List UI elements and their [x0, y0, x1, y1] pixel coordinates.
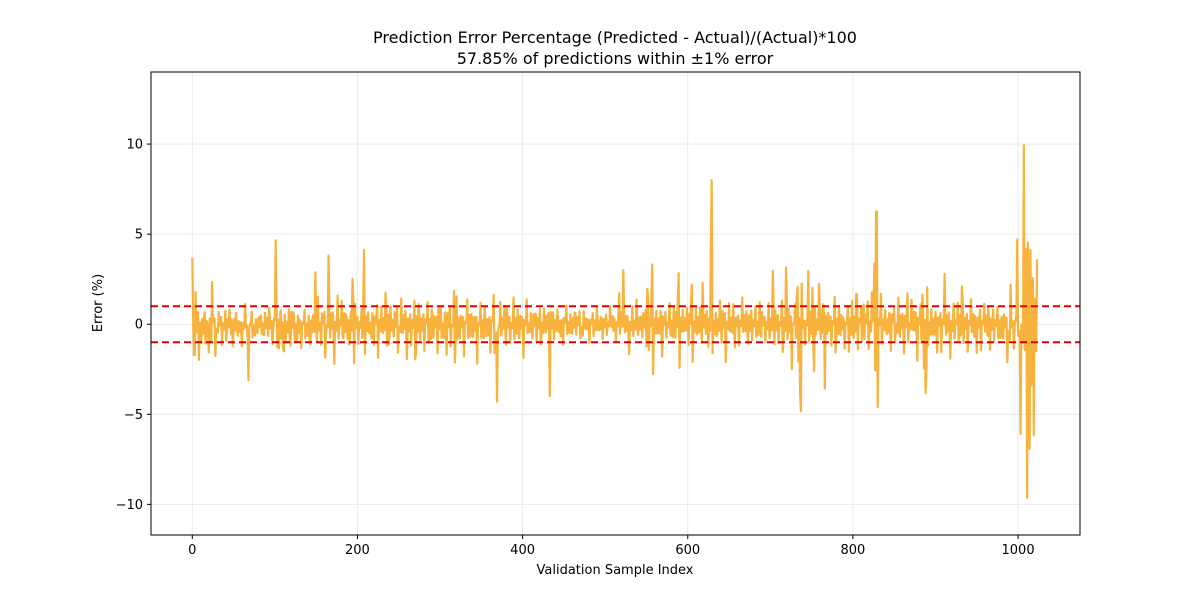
reference-lines — [151, 305, 1080, 344]
chart-subtitle: 57.85% of predictions within ±1% error — [457, 49, 774, 68]
x-tick-label: 800 — [840, 543, 865, 558]
plot-data — [191, 144, 1039, 499]
x-tick-label: 200 — [345, 543, 370, 558]
y-tick-label: −5 — [124, 408, 143, 423]
axis-ticks: 0 200 400 600 800 1000 −10 −5 0 5 10 — [116, 138, 1035, 558]
y-tick-label: −10 — [116, 498, 143, 513]
x-tick-label: 600 — [675, 543, 700, 558]
y-tick-label: 5 — [135, 228, 143, 243]
y-tick-label: 10 — [126, 138, 143, 153]
x-axis-label: Validation Sample Index — [537, 563, 694, 578]
x-tick-label: 1000 — [1002, 543, 1035, 558]
plot-frame — [150, 71, 1081, 536]
error-series-line — [191, 144, 1039, 499]
x-tick-label: 0 — [188, 543, 196, 558]
y-axis-label: Error (%) — [91, 274, 106, 332]
chart-title: Prediction Error Percentage (Predicted -… — [373, 28, 857, 47]
x-tick-label: 400 — [510, 543, 535, 558]
y-tick-label: 0 — [135, 318, 143, 333]
